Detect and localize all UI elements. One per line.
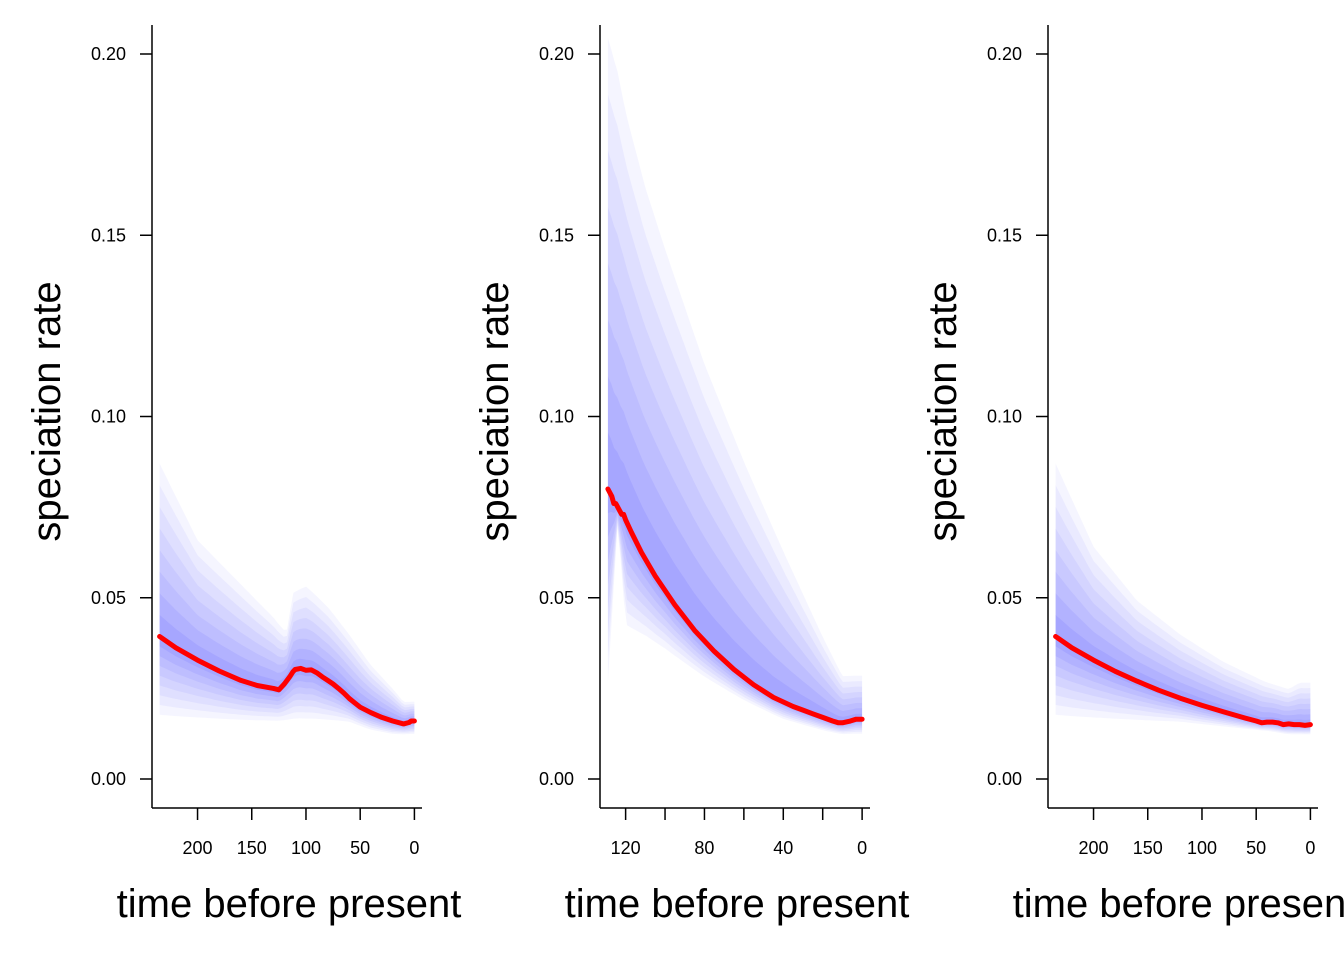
x-tick-label: 50: [1246, 838, 1266, 858]
x-tick-label: 200: [183, 838, 213, 858]
y-tick-label: 0.15: [91, 225, 126, 245]
y-tick-label: 0.05: [539, 588, 574, 608]
y-tick-label: 0.15: [987, 225, 1022, 245]
x-tick-label: 0: [857, 838, 867, 858]
credible-interval-layer: [607, 376, 863, 726]
x-tick-label: 100: [291, 838, 321, 858]
y-tick-label: 0.20: [539, 44, 574, 64]
y-tick-label: 0.05: [91, 588, 126, 608]
y-tick-label: 0.10: [539, 407, 574, 427]
y-tick-label: 0.20: [987, 44, 1022, 64]
x-tick-label: 40: [773, 838, 793, 858]
credible-interval-layer: [1055, 550, 1311, 730]
y-tick-label: 0.20: [91, 44, 126, 64]
credible-interval-band: [1055, 485, 1311, 734]
x-tick-label: 100: [1187, 838, 1217, 858]
y-axis-title: speciation rate: [921, 281, 965, 541]
credible-interval-layer: [159, 528, 415, 731]
chart-panel-right: 0.00 0.05 0.10 0.15 0.20 200 150 100 50 0 time bef…: [921, 25, 1344, 926]
x-tick-label: 120: [611, 838, 641, 858]
x-tick-label: 150: [237, 838, 267, 858]
credible-interval-layer: [607, 94, 863, 733]
credible-interval-layer: [1055, 528, 1311, 731]
credible-interval-band: [159, 485, 415, 733]
x-tick-label: 0: [1305, 838, 1315, 858]
credible-interval-layer: [607, 263, 863, 729]
chart-panel-left: 0.00 0.05 0.10 0.15 0.20 200 150 100 50 0 time bef…: [25, 25, 461, 926]
x-tick-label: 0: [409, 838, 419, 858]
y-tick-label: 0.00: [539, 769, 574, 789]
credible-interval-layer: [1055, 571, 1311, 729]
y-tick-label: 0.10: [91, 407, 126, 427]
y-tick-label: 0.05: [987, 588, 1022, 608]
y-tick-label: 0.00: [91, 769, 126, 789]
credible-interval-layer: [607, 319, 863, 727]
mean-rate-line: [157, 634, 417, 727]
x-tick-label: 50: [350, 838, 370, 858]
credible-interval-layer: [159, 550, 415, 729]
mean-rate-line: [1053, 634, 1313, 728]
x-axis-title: time before present: [1013, 882, 1344, 926]
chart-panel-middle: 0.00 0.05 0.10 0.15 0.20 120 80 40 0 time before …: [473, 25, 909, 926]
y-axis-title: speciation rate: [25, 281, 69, 541]
credible-interval-layer: [159, 571, 415, 728]
x-tick-label: 150: [1133, 838, 1163, 858]
x-axis-title: time before present: [117, 882, 462, 926]
credible-interval-layer: [607, 150, 863, 732]
x-tick-label: 80: [694, 838, 714, 858]
x-axis-title: time before present: [565, 882, 910, 926]
y-tick-label: 0.10: [987, 407, 1022, 427]
mean-rate-line: [605, 486, 865, 726]
y-tick-label: 0.00: [987, 769, 1022, 789]
credible-interval-layer: [159, 593, 415, 727]
y-axis-title: speciation rate: [473, 281, 517, 541]
x-tick-label: 200: [1079, 838, 1109, 858]
credible-interval-band: [607, 94, 863, 733]
credible-interval-layer: [1055, 614, 1311, 727]
y-tick-label: 0.15: [539, 225, 574, 245]
